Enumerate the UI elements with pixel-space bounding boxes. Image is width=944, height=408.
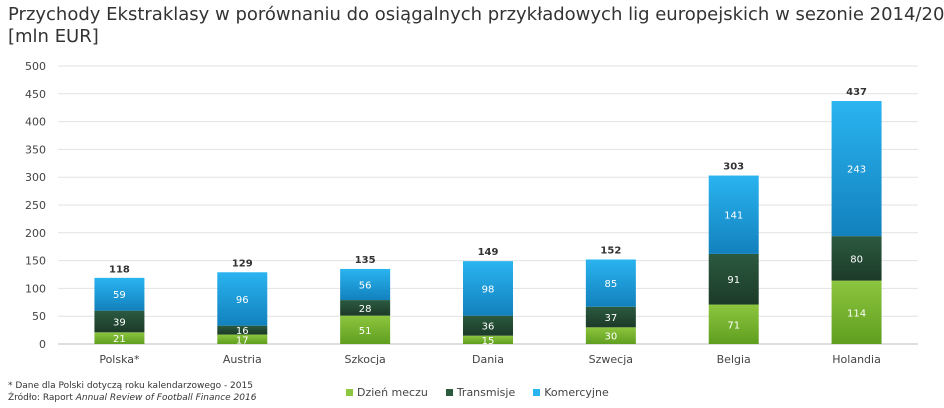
x-tick-label: Holandia	[832, 353, 881, 366]
x-tick-label: Belgia	[717, 353, 751, 366]
footnote-source-title: Annual Review of Football Finance 2016	[75, 393, 257, 403]
legend-item-broadcast: Transmisje	[445, 386, 516, 399]
total-label: 149	[478, 247, 499, 258]
y-tick-label: 200	[25, 227, 46, 240]
bar-segment-matchday	[340, 315, 391, 344]
footnote-source-prefix: Źródło: Raport	[8, 393, 76, 403]
y-tick-label: 450	[25, 88, 46, 101]
chart-title-line2: [mln EUR]	[8, 26, 99, 47]
data-label-commercial: 141	[724, 211, 743, 222]
footnote-source: Źródło: Raport Annual Review of Football…	[8, 392, 256, 404]
legend-label-matchday: Dzień meczu	[357, 386, 428, 399]
x-tick-label: Dania	[472, 353, 504, 366]
bar-segment-commercial	[94, 277, 145, 311]
total-label: 152	[600, 245, 621, 256]
total-label: 437	[846, 87, 867, 98]
data-label-matchday: 17	[236, 335, 249, 346]
bar-segment-commercial	[340, 268, 391, 301]
bar-segment-commercial	[708, 175, 759, 254]
legend-swatch-broadcast	[445, 389, 453, 396]
x-tick-label: Austria	[223, 353, 262, 366]
bar-segment-commercial	[585, 259, 636, 307]
bar-segment-broadcast	[463, 315, 513, 336]
legend-swatch-matchday	[346, 389, 353, 396]
bar-segment-matchday	[831, 280, 882, 344]
data-label-broadcast: 16	[236, 326, 249, 337]
bar-segment-matchday	[94, 332, 145, 344]
data-label-commercial: 59	[113, 290, 126, 301]
bar-segment-matchday	[585, 327, 636, 344]
data-label-broadcast: 36	[482, 322, 495, 333]
bar-segment-broadcast	[831, 236, 882, 281]
bar-segment-commercial	[217, 272, 268, 326]
data-label-matchday: 71	[727, 320, 740, 331]
data-label-broadcast: 37	[604, 313, 617, 324]
footnote: * Dane dla Polski dotyczą roku kalendarz…	[8, 380, 256, 404]
chart-title-line1: Przychody Ekstraklasy w porównaniu do os…	[8, 4, 944, 25]
bar-segment-broadcast	[708, 253, 759, 305]
chart-legend: Dzień meczu Transmisje Komercyjne	[346, 386, 609, 399]
data-label-commercial: 98	[482, 284, 495, 295]
total-label: 303	[723, 162, 744, 173]
x-tick-label: Szwecja	[589, 353, 633, 366]
data-label-commercial: 243	[847, 165, 866, 176]
legend-swatch-commercial	[533, 389, 541, 396]
x-tick-label: Szkocja	[344, 353, 385, 366]
y-tick-label: 0	[39, 338, 46, 351]
data-label-broadcast: 80	[850, 254, 863, 265]
data-label-matchday: 114	[847, 308, 866, 319]
bar-segment-broadcast	[94, 310, 145, 333]
data-label-commercial: 56	[359, 281, 372, 292]
chart-title: Przychody Ekstraklasy w porównaniu do os…	[8, 4, 944, 48]
bar-segment-commercial	[831, 101, 882, 237]
data-label-matchday: 51	[359, 326, 372, 337]
footnote-note: * Dane dla Polski dotyczą roku kalendarz…	[8, 381, 253, 391]
y-tick-label: 350	[25, 143, 46, 156]
bar-segment-commercial	[463, 261, 513, 316]
data-label-matchday: 21	[113, 334, 126, 345]
y-tick-label: 500	[25, 60, 46, 73]
bar-segment-broadcast	[217, 325, 268, 335]
total-label: 135	[355, 255, 376, 266]
bar-segment-broadcast	[585, 306, 636, 328]
data-label-broadcast: 91	[727, 275, 740, 286]
bar-segment-matchday	[217, 334, 268, 344]
y-tick-label: 150	[25, 255, 46, 268]
y-tick-label: 50	[32, 310, 46, 323]
x-tick-label: Polska*	[99, 353, 140, 366]
y-tick-label: 400	[25, 116, 46, 129]
bar-segment-broadcast	[340, 300, 391, 316]
y-tick-label: 300	[25, 171, 46, 184]
y-tick-label: 250	[25, 199, 46, 212]
data-label-commercial: 96	[236, 295, 249, 306]
legend-label-commercial: Komercyjne	[544, 386, 609, 399]
bar-segment-matchday	[708, 304, 759, 344]
total-label: 129	[232, 258, 253, 269]
y-tick-label: 100	[25, 282, 46, 295]
stacked-bar-chart: 0 50 100 150 200 250 300 350 400 450 500 21 39 59 118 P…	[25, 60, 918, 366]
data-label-broadcast: 39	[113, 317, 126, 328]
data-label-broadcast: 28	[359, 304, 372, 315]
data-label-matchday: 30	[604, 332, 617, 343]
data-label-matchday: 15	[482, 336, 495, 347]
bar-segment-matchday	[463, 335, 513, 344]
legend-label-broadcast: Transmisje	[456, 386, 516, 399]
total-label: 118	[109, 264, 130, 275]
data-label-commercial: 85	[604, 279, 617, 290]
legend-item-commercial: Komercyjne	[533, 386, 609, 399]
legend-item-matchday: Dzień meczu	[346, 386, 428, 399]
